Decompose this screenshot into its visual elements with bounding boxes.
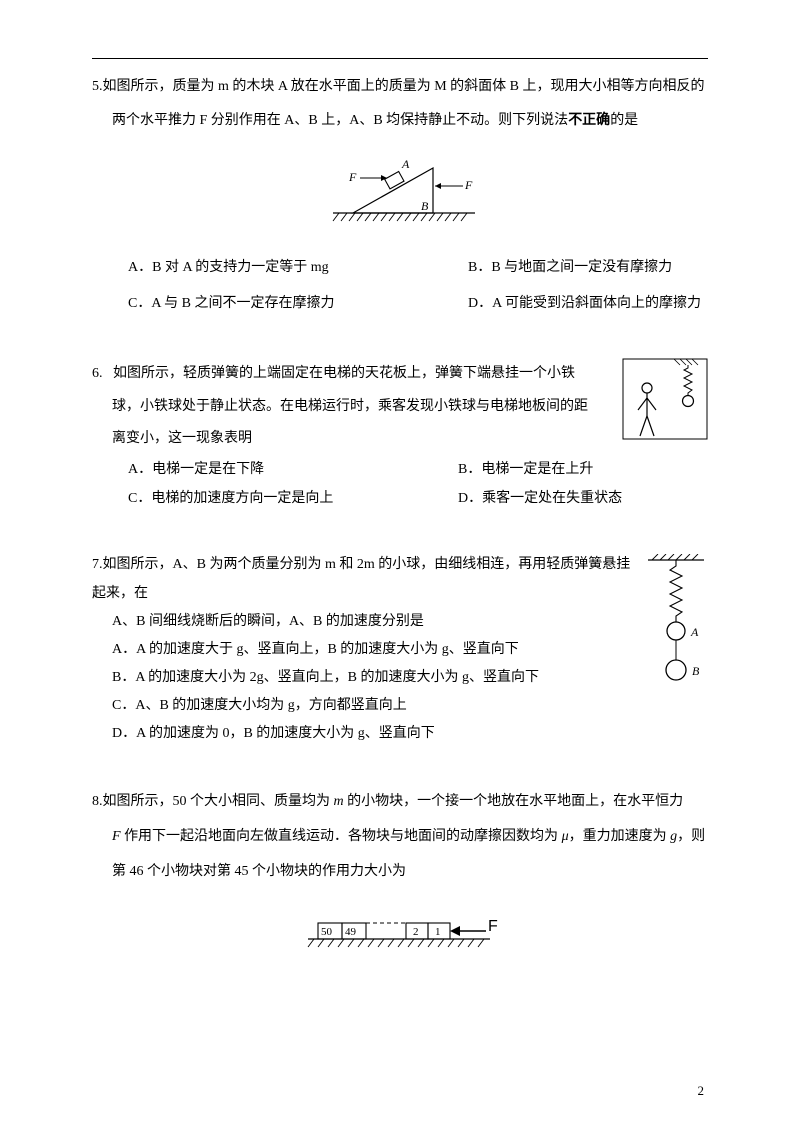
q8-num: 8. [92, 794, 103, 809]
q5-optA: A．B 对 A 的支持力一定等于 mg [128, 250, 468, 286]
q7-fig-A: A [690, 625, 699, 639]
q8-figure: 50 49 2 1 F [92, 911, 708, 965]
q8-b49: 49 [345, 926, 357, 938]
q8-l2b: 作用下一起沿地面向左做直线运动．各物块与地面间的动摩擦因数均为 [121, 829, 562, 844]
q5-fig-B: B [421, 199, 429, 213]
q5-fig-F2: F [464, 178, 473, 192]
q8-F: F [112, 829, 121, 844]
q8-mu: μ [562, 829, 569, 844]
q8-b50: 50 [321, 926, 333, 938]
q5-bold: 不正确 [568, 113, 610, 128]
q8-m: m [334, 794, 344, 809]
q5-fig-A: A [401, 157, 410, 171]
q5-figure: F F A B [92, 153, 708, 231]
q5-fig-F1: F [348, 170, 357, 184]
question-5: 5.如图所示，质量为 m 的木块 A 放在水平面上的质量为 M 的斜面体 B 上… [92, 70, 708, 322]
q7-body: A、B 间细线烧断后的瞬间，A、B 的加速度分别是 A．A 的加速度大于 g、竖… [92, 608, 708, 748]
incline-diagram: F F A B [305, 153, 495, 223]
q8-stem: 8.如图所示，50 个大小相同、质量均为 m 的小物块，一个接一个地放在水平地面… [92, 784, 708, 819]
q8-line2: F 作用下一起沿地面向左做直线运动．各物块与地面间的动摩擦因数均为 μ，重力加速… [92, 819, 708, 854]
q5-line2-wrap: 两个水平推力 F 分别作用在 A、B 上，A、B 均保持静止不动。则下列说法不正… [92, 104, 708, 138]
q7-optA: A．A 的加速度大于 g、竖直向上，B 的加速度大小为 g、竖直向下 [112, 636, 708, 664]
q5-line2: 两个水平推力 F 分别作用在 A、B 上，A、B 均保持静止不动。则下列说法 [112, 113, 568, 128]
q8-b2: 2 [413, 926, 419, 938]
q6-line2: 球，小铁球处于静止状态。在电梯运行时，乘客发现小铁球与电梯地板间的距 [92, 391, 708, 423]
q7-figure: A B [644, 554, 708, 702]
q5-optD: D．A 可能受到沿斜面体向上的摩擦力 [468, 286, 708, 322]
q6-options: A．电梯一定是在下降 B．电梯一定是在上升 C．电梯的加速度方向一定是向上 D．… [92, 455, 708, 514]
q5-line2-end: 的是 [610, 113, 638, 128]
q7-line2: A、B 间细线烧断后的瞬间，A、B 的加速度分别是 [112, 608, 708, 636]
q7-optC: C．A、B 的加速度大小均为 g，方向都竖直向上 [112, 692, 708, 720]
q5-stem: 5.如图所示，质量为 m 的木块 A 放在水平面上的质量为 M 的斜面体 B 上… [92, 70, 708, 104]
q6-optD: D．乘客一定处在失重状态 [458, 484, 622, 513]
q7-stem: 7.如图所示，A、B 为两个质量分别为 m 和 2m 的小球，由细线相连，再用轻… [92, 550, 708, 609]
page-top-rule [92, 58, 708, 59]
blocks-row-diagram: 50 49 2 1 F [290, 911, 510, 957]
q7-fig-B: B [692, 664, 700, 678]
q5-line1: 如图所示，质量为 m 的木块 A 放在水平面上的质量为 M 的斜面体 B 上，现… [103, 79, 705, 94]
q5-optC: C．A 与 B 之间不一定存在摩擦力 [128, 286, 468, 322]
q8-l1a: 如图所示，50 个大小相同、质量均为 [103, 794, 334, 809]
q5-num: 5. [92, 79, 103, 94]
q8-line3: 第 46 个小物块对第 45 个小物块的作用力大小为 [92, 854, 708, 889]
elevator-diagram [622, 358, 708, 440]
q8-l1b: 的小物块，一个接一个地放在水平地面上，在水平恒力 [344, 794, 684, 809]
q5-optB: B．B 与地面之间一定没有摩擦力 [468, 250, 708, 286]
question-8: 8.如图所示，50 个大小相同、质量均为 m 的小物块，一个接一个地放在水平地面… [92, 784, 708, 965]
q8-l2c: ，重力加速度为 [569, 829, 671, 844]
q5-options: A．B 对 A 的支持力一定等于 mg B．B 与地面之间一定没有摩擦力 C．A… [92, 250, 708, 323]
q6-stem: 6. 如图所示，轻质弹簧的上端固定在电梯的天花板上，弹簧下端悬挂一个小铁 [92, 358, 708, 390]
q6-figure [622, 358, 708, 448]
question-7: A B 7.如图所示，A、B 为两个质量分别为 m 和 2m 的小球，由细线相连… [92, 550, 708, 749]
q7-line1: 如图所示，A、B 为两个质量分别为 m 和 2m 的小球，由细线相连，再用轻质弹… [92, 557, 630, 601]
q6-optB: B．电梯一定是在上升 [458, 455, 593, 484]
q6-optC: C．电梯的加速度方向一定是向上 [128, 484, 458, 513]
q6-line3: 离变小，这一现象表明 [92, 423, 708, 455]
question-6: 6. 如图所示，轻质弹簧的上端固定在电梯的天花板上，弹簧下端悬挂一个小铁 球，小… [92, 358, 708, 513]
page-number: 2 [698, 1081, 705, 1102]
q7-optD: D．A 的加速度为 0，B 的加速度大小为 g、竖直向下 [112, 720, 708, 748]
q6-optA: A．电梯一定是在下降 [128, 455, 458, 484]
spring-balls-diagram: A B [644, 554, 708, 694]
q7-optB: B．A 的加速度大小为 2g、竖直向上，B 的加速度大小为 g、竖直向下 [112, 664, 708, 692]
q6-num: 6. [92, 366, 103, 381]
q7-num: 7. [92, 557, 103, 572]
q8-l2d: ，则 [677, 829, 705, 844]
q8-fig-F: F [488, 918, 498, 935]
q6-line1: 如图所示，轻质弹簧的上端固定在电梯的天花板上，弹簧下端悬挂一个小铁 [113, 366, 575, 381]
q8-b1: 1 [435, 926, 441, 938]
